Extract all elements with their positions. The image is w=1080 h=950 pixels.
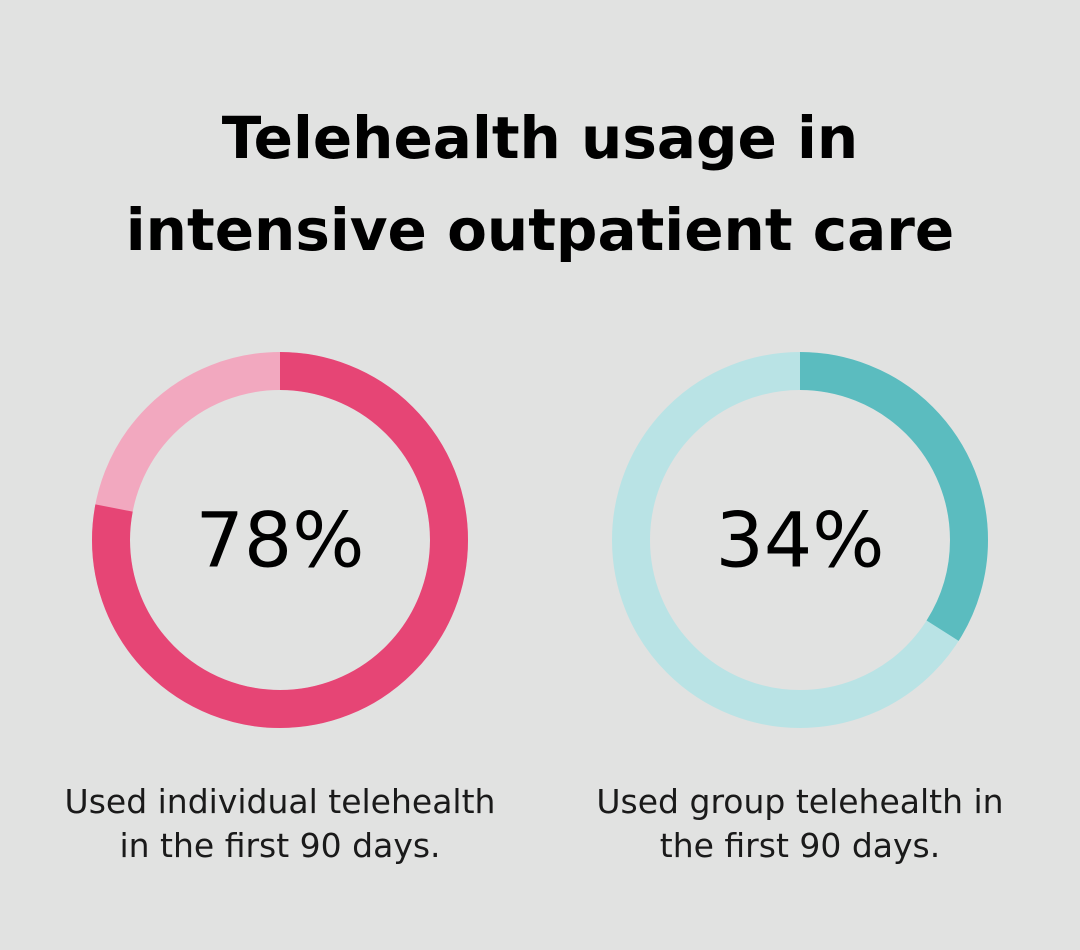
donut-value-label: 34%: [716, 496, 885, 585]
chart-title: Telehealth usage in intensive outpatient…: [0, 92, 1080, 276]
donut-caption-line-1: Used individual telehealth: [64, 782, 496, 821]
donut-caption-line-2: in the first 90 days.: [119, 826, 441, 865]
chart-title-line-1: Telehealth usage in: [221, 104, 859, 172]
donut-chart-individual: 78%: [92, 352, 468, 728]
donut-value-label: 78%: [196, 496, 365, 585]
chart-title-line-2: intensive outpatient care: [125, 196, 955, 264]
donut-card-individual: 78% Used individual telehealth in the fi…: [40, 340, 520, 900]
donut-card-group: 34% Used group telehealth in the first 9…: [560, 340, 1040, 900]
donut-value-arc: [612, 352, 988, 728]
donut-caption: Used individual telehealth in the first …: [40, 780, 520, 868]
donut-chart-group: 34%: [612, 352, 988, 728]
donut-caption-line-1: Used group telehealth in: [596, 782, 1004, 821]
donut-caption-line-2: the first 90 days.: [659, 826, 941, 865]
donut-value-arc: [92, 352, 468, 728]
donut-caption: Used group telehealth in the first 90 da…: [560, 780, 1040, 868]
